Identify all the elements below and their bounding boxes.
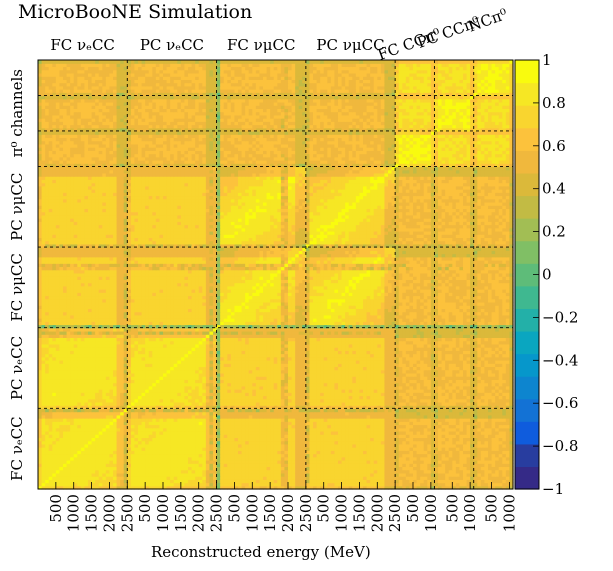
chart-title: MicroBooNE Simulation	[18, 1, 252, 23]
heatmap-cells	[38, 60, 514, 490]
